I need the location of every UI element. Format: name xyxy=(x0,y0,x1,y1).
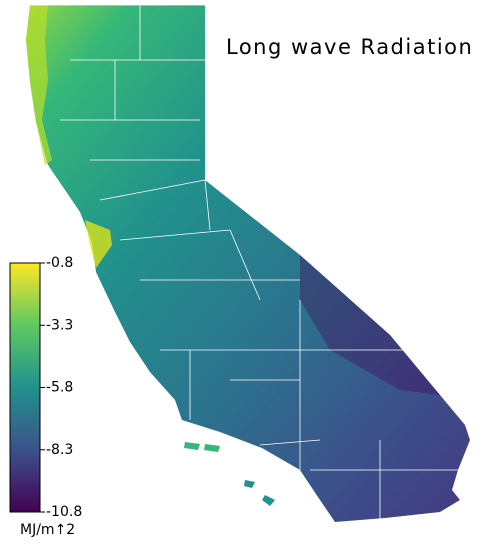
colorbar-ticks: -0.8 -3.3 -5.8 -8.3 -10.8 xyxy=(40,255,82,520)
california-map xyxy=(26,4,470,522)
desert xyxy=(300,255,440,395)
colorbar-label: MJ/m↑2 xyxy=(20,522,75,538)
state-shape xyxy=(26,5,470,522)
colorbar-tick-label: -0.8 xyxy=(46,255,73,271)
island xyxy=(244,480,255,488)
yellow-coast xyxy=(26,5,52,165)
colorbar-tick-label: -3.3 xyxy=(46,317,73,333)
island xyxy=(184,442,200,450)
colorbar-tick-label: -5.8 xyxy=(46,380,73,396)
map-title: Long wave Radiation xyxy=(226,35,473,59)
county-lines xyxy=(30,4,460,520)
colorbar xyxy=(9,262,41,513)
colorbar-tick-label: -10.8 xyxy=(46,504,82,520)
island xyxy=(262,495,275,506)
island xyxy=(204,444,220,452)
bay-area xyxy=(85,220,112,268)
colorbar-tick-label: -8.3 xyxy=(46,442,73,458)
